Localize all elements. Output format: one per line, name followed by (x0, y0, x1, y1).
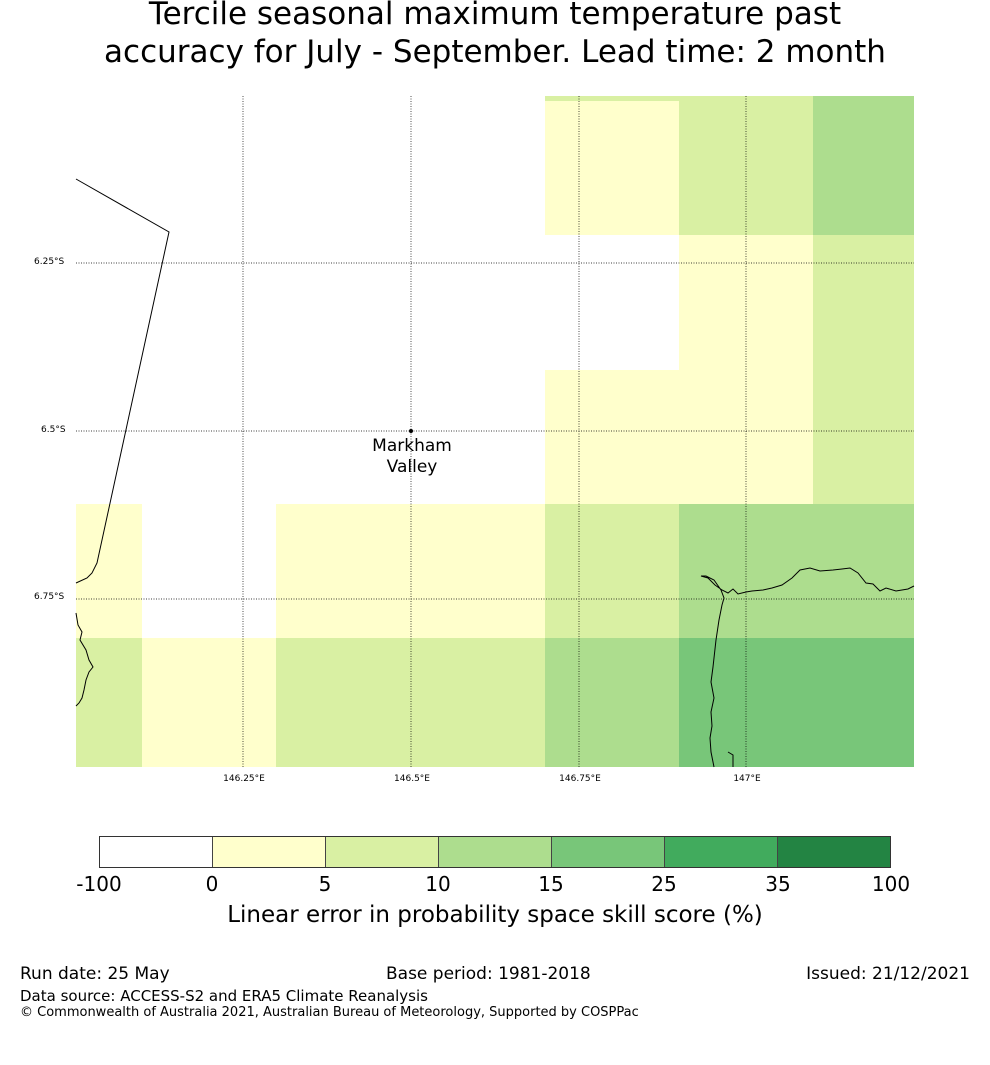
colorbar-segment (778, 837, 890, 867)
map-title-line-2: accuracy for July - September. Lead time… (104, 34, 886, 70)
coastline-east (700, 567, 915, 768)
grid-cell (813, 96, 914, 235)
lat-label: 6.25°S (34, 257, 65, 267)
colorbar-segment (552, 837, 665, 867)
grid-cell (813, 370, 914, 504)
map-title-line-1: Tercile seasonal maximum temperature pas… (148, 0, 842, 32)
grid-cell (545, 370, 813, 504)
grid-cell (545, 96, 679, 101)
colorbar (99, 836, 891, 868)
lon-label: 146.25°E (223, 774, 265, 784)
place-name-line-1: Markham (372, 436, 452, 456)
border-line (75, 178, 170, 584)
grid-cell (276, 638, 545, 767)
grid-cell (76, 638, 142, 767)
grid-cell (276, 504, 545, 638)
place-name-line-2: Valley (386, 457, 438, 477)
colorbar-tick-label: 35 (765, 872, 791, 896)
grid-cell (545, 504, 679, 638)
colorbar-tick-label: 10 (425, 872, 451, 896)
data-source: Data source: ACCESS-S2 and ERA5 Climate … (20, 987, 428, 1005)
copyright: © Commonwealth of Australia 2021, Austra… (20, 1005, 639, 1020)
lat-label: 6.75°S (34, 592, 65, 602)
base-period: Base period: 1981-2018 (386, 964, 591, 984)
colorbar-segment (100, 837, 213, 867)
colorbar-label: Linear error in probability space skill … (227, 902, 763, 928)
lon-label: 146.75°E (559, 774, 601, 784)
coastline-west (75, 612, 94, 707)
boundaries (75, 178, 915, 768)
colorbar-segment (439, 837, 552, 867)
colorbar-segment (213, 837, 326, 867)
colorbar-tick-label: 25 (651, 872, 677, 896)
lat-label: 6.5°S (41, 425, 66, 435)
skill-score-map (75, 96, 915, 768)
colorbar-tick-label: -100 (76, 872, 122, 896)
place-label: Markham Valley (372, 436, 452, 478)
colorbar-tick-label: 5 (318, 872, 332, 896)
colorbar-tick-label: 100 (871, 872, 911, 896)
place-marker (409, 429, 413, 433)
grid-cell (813, 235, 914, 370)
grid-cell (545, 101, 679, 235)
issued-date: Issued: 21/12/2021 (806, 964, 970, 984)
lon-label: 147°E (733, 774, 761, 784)
colorbar-tick-label: 15 (538, 872, 564, 896)
colorbar-segment (326, 837, 439, 867)
lon-label: 146.5°E (394, 774, 430, 784)
grid-cell (679, 638, 914, 767)
colorbar-segment (665, 837, 778, 867)
run-date: Run date: 25 May (20, 964, 170, 984)
skill-grid-cells (76, 96, 914, 767)
grid-cell (76, 504, 142, 638)
grid-cell (545, 638, 679, 767)
colorbar-tick-label: 0 (205, 872, 219, 896)
grid-cell (142, 638, 276, 767)
grid-cell (679, 504, 914, 638)
coastline-east-inlet (727, 751, 734, 767)
grid-cell (679, 235, 813, 370)
